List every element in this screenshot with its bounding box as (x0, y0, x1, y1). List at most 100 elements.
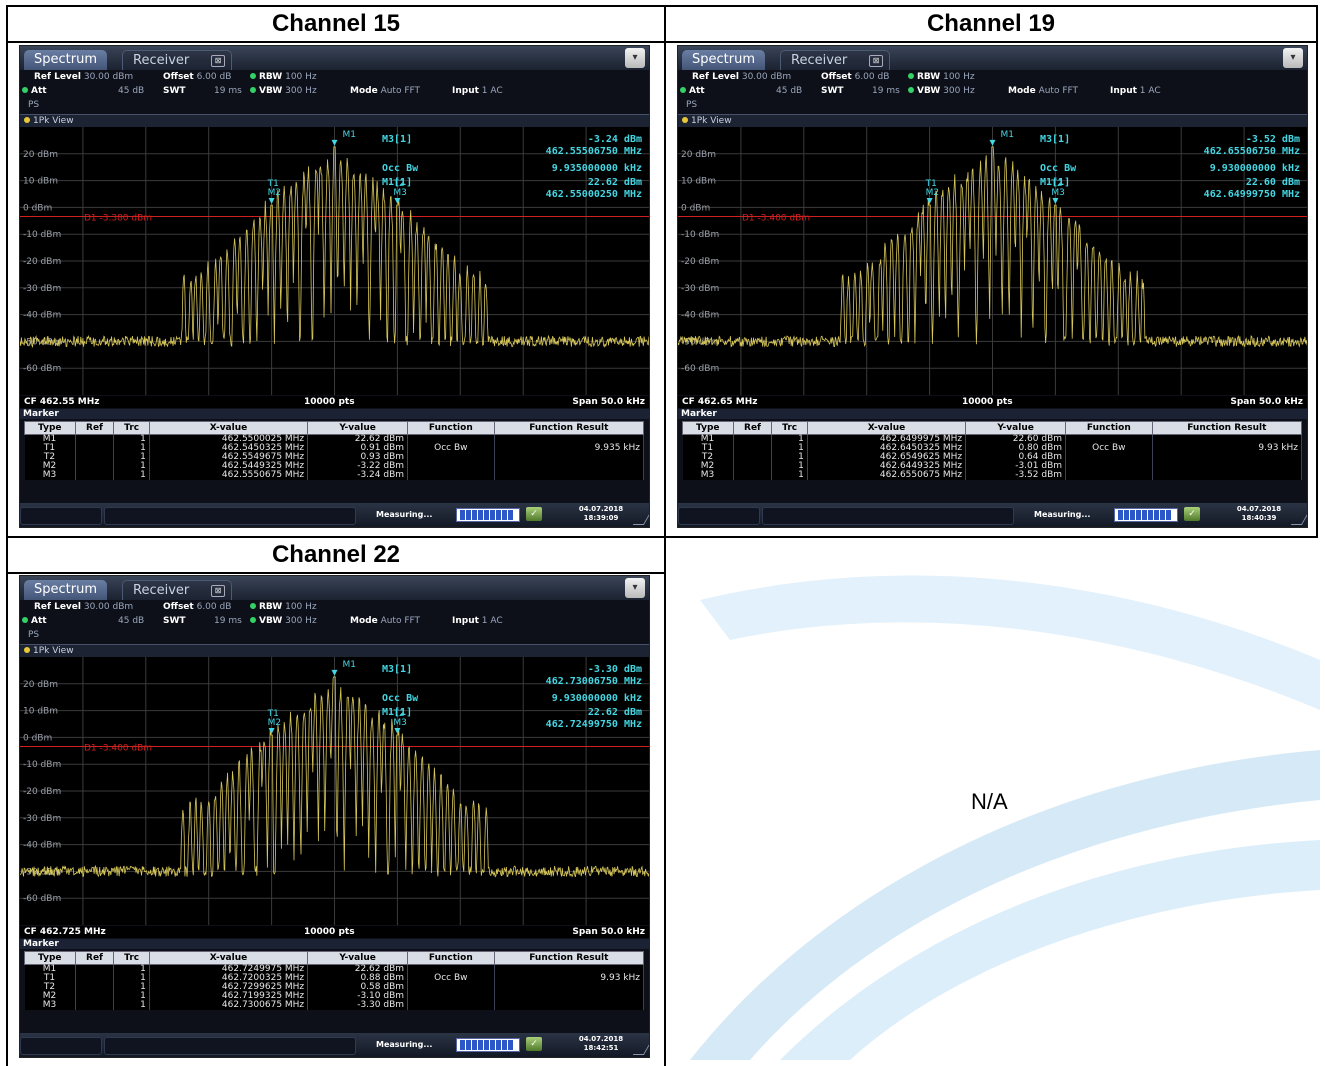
marker-label: M3 (393, 718, 407, 728)
y-tick-label: 10 dBm (23, 177, 58, 187)
marker-row[interactable]: M3 1 462.7300675 MHz -3.30 dBm (24, 1001, 645, 1010)
spectrum-plot[interactable]: 20 dBm 10 dBm 0 dBm -10 dBm -20 dBm -30 dBm -4… (20, 657, 649, 925)
marker-cell: 462.5449325 MHz (149, 462, 309, 471)
progress-tick (1136, 510, 1141, 520)
marker-table: Type Ref Trc X-value Y-value Function Function… (682, 421, 1303, 480)
marker-row[interactable]: M1 1 462.7249975 MHz 22.62 dBm (24, 964, 645, 974)
row-divider (6, 536, 1318, 538)
view-label-bar: 1Pk View (20, 114, 649, 128)
y-tick-label: -50 dBm (23, 337, 61, 347)
tab-spectrum[interactable]: Spectrum (24, 580, 107, 600)
marker-cell: T1 (682, 444, 734, 453)
marker-cell: T2 (24, 983, 76, 992)
marker-cell: 9.93 kHz (1152, 444, 1303, 453)
marker-cell (1065, 434, 1153, 444)
marker-col-function: Function (407, 421, 495, 435)
tab-receiver-label: Receiver (133, 583, 190, 598)
marker-cell: T2 (24, 453, 76, 462)
marker-table-title: Marker (20, 409, 649, 419)
progress-tick (508, 510, 513, 520)
spectrum-plot[interactable]: 20 dBm 10 dBm 0 dBm -10 dBm -20 dBm -30 dBm -4… (20, 127, 649, 395)
marker-triangle (1052, 197, 1059, 204)
progress-tick (472, 1040, 477, 1050)
marker-cell (75, 964, 115, 974)
marker-cell (407, 983, 495, 992)
marker-row[interactable]: T2 1 462.5549675 MHz 0.93 dBm (24, 453, 645, 462)
resize-grip-icon[interactable] (632, 514, 649, 525)
marker-row[interactable]: T1 1 462.6450325 MHz 0.80 dBm Occ Bw 9.93 kHz (682, 444, 1303, 453)
marker-cell (494, 434, 645, 444)
marker-readout: 462.65506750 MHz (1204, 146, 1300, 157)
tab-receiver[interactable]: Receiver ⊠ (780, 50, 890, 72)
marker-cell: 462.6549625 MHz (807, 453, 967, 462)
vbw-status-icon (908, 87, 914, 93)
marker-cell (1152, 471, 1303, 480)
marker-cell: 462.7300675 MHz (149, 1001, 309, 1010)
ref-level-label: Ref Level (34, 72, 81, 82)
marker-triangle (331, 669, 338, 676)
remote-icon[interactable]: ✓ (1184, 507, 1200, 521)
progress-tick (490, 510, 495, 520)
close-tab-icon[interactable]: ⊠ (211, 585, 225, 597)
tab-spectrum[interactable]: Spectrum (24, 50, 107, 70)
resize-grip-icon[interactable] (632, 1044, 649, 1055)
marker-row[interactable]: M2 1 462.5449325 MHz -3.22 dBm (24, 462, 645, 471)
marker-col-ref: Ref (732, 421, 773, 435)
marker-cell: 1 (113, 471, 150, 480)
marker-row[interactable]: M1 1 462.6499975 MHz 22.60 dBm (682, 434, 1303, 444)
marker-col-function-result: Function Result (493, 951, 645, 965)
marker-cell (75, 453, 115, 462)
y-tick-label: 20 dBm (23, 680, 58, 690)
rbw-value: 100 Hz (943, 72, 975, 82)
menu-icon[interactable]: ▾ (1283, 48, 1303, 68)
progress-tick (502, 1040, 507, 1050)
marker-triangle (268, 197, 275, 204)
marker-readout: 462.55000250 MHz (546, 189, 642, 200)
marker-row[interactable]: M3 1 462.6550675 MHz -3.52 dBm (682, 471, 1303, 480)
tab-receiver[interactable]: Receiver ⊠ (122, 50, 232, 72)
menu-icon[interactable]: ▾ (625, 578, 645, 598)
marker-row[interactable]: M2 1 462.6449325 MHz -3.01 dBm (682, 462, 1303, 471)
status-segment (678, 507, 760, 525)
marker-row[interactable]: M1 1 462.5500025 MHz 22.62 dBm (24, 434, 645, 444)
marker-row[interactable]: T2 1 462.6549625 MHz 0.64 dBm (682, 453, 1303, 462)
remote-icon[interactable]: ✓ (526, 507, 542, 521)
progress-tick (460, 1040, 465, 1050)
marker-label: T1 (267, 179, 279, 189)
vbw-status-icon (250, 617, 256, 623)
marker-col-ref: Ref (74, 951, 115, 965)
marker-row[interactable]: T1 1 462.5450325 MHz 0.91 dBm Occ Bw 9.935 kH… (24, 444, 645, 453)
marker-row[interactable]: M2 1 462.7199325 MHz -3.10 dBm (24, 992, 645, 1001)
sweep-points: 10000 pts (304, 397, 355, 407)
marker-row[interactable]: M3 1 462.5550675 MHz -3.24 dBm (24, 471, 645, 480)
frequency-bar: CF 462.725 MHz 10000 pts Span 50.0 kHz (20, 926, 649, 938)
spectrum-plot[interactable]: 20 dBm 10 dBm 0 dBm -10 dBm -20 dBm -30 dBm -4… (678, 127, 1307, 395)
remote-icon[interactable]: ✓ (526, 1037, 542, 1051)
marker-cell: 462.5450325 MHz (149, 444, 309, 453)
date-time: 04.07.2018 18:39:09 (576, 505, 626, 523)
resize-grip-icon[interactable] (1290, 514, 1307, 525)
y-tick-label: -40 dBm (23, 311, 61, 321)
close-tab-icon[interactable]: ⊠ (211, 55, 225, 67)
tab-receiver-label: Receiver (791, 53, 848, 68)
tab-receiver[interactable]: Receiver ⊠ (122, 580, 232, 602)
rbw-value: 100 Hz (285, 72, 317, 82)
trace-indicator-icon (682, 117, 688, 123)
analyzer-screen: Spectrum Receiver ⊠ ▾ Ref Level 30.00 dBm… (19, 575, 650, 1058)
marker-cell (733, 444, 773, 453)
marker-col-trc: Trc (113, 951, 150, 965)
marker-col-function-result: Function Result (1151, 421, 1303, 435)
att-value: 45 dB (118, 616, 145, 626)
marker-row[interactable]: T2 1 462.7299625 MHz 0.58 dBm (24, 983, 645, 992)
y-tick-label: -30 dBm (23, 284, 61, 294)
marker-cell: 1 (113, 462, 150, 471)
marker-cell: M2 (24, 462, 76, 471)
menu-icon[interactable]: ▾ (625, 48, 645, 68)
close-tab-icon[interactable]: ⊠ (869, 55, 883, 67)
marker-row[interactable]: T1 1 462.7200325 MHz 0.88 dBm Occ Bw 9.93 kHz (24, 974, 645, 983)
marker-cell (75, 974, 115, 983)
tab-spectrum[interactable]: Spectrum (682, 50, 765, 70)
marker-cell: 22.62 dBm (307, 434, 409, 444)
y-tick-label: -20 dBm (23, 787, 61, 797)
marker-cell: 9.93 kHz (494, 974, 645, 983)
